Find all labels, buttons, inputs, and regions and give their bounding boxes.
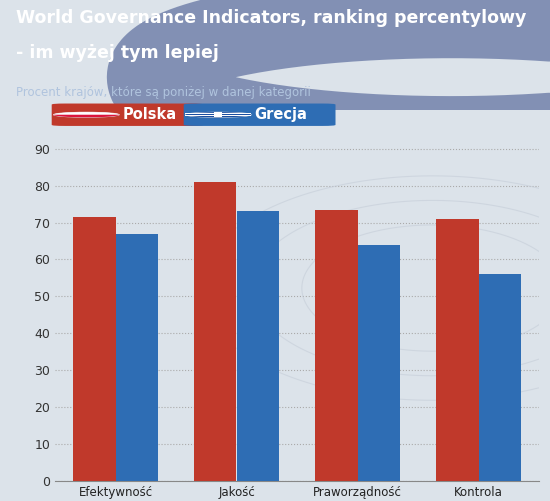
Bar — [436, 219, 478, 481]
Text: Polska: Polska — [123, 107, 177, 122]
Text: Procent krajów, które są poniżej w danej kategorii: Procent krajów, które są poniżej w danej… — [16, 86, 311, 99]
Bar — [185, 113, 251, 114]
Wedge shape — [53, 115, 119, 117]
Bar — [73, 217, 116, 481]
Bar — [214, 112, 222, 117]
Text: World Governance Indicators, ranking percentylowy: World Governance Indicators, ranking per… — [16, 9, 527, 27]
Bar — [315, 209, 358, 481]
Bar — [236, 211, 279, 481]
Text: - im wyżej tym lepiej: - im wyżej tym lepiej — [16, 44, 219, 62]
Bar — [194, 182, 236, 481]
Bar — [116, 233, 158, 481]
Wedge shape — [53, 112, 119, 115]
Bar — [358, 244, 400, 481]
Circle shape — [53, 112, 119, 117]
Bar — [185, 115, 251, 116]
Bar — [478, 274, 521, 481]
Circle shape — [185, 112, 251, 117]
FancyBboxPatch shape — [52, 104, 204, 126]
Circle shape — [185, 112, 251, 117]
Text: Grecja: Grecja — [255, 107, 307, 122]
FancyBboxPatch shape — [184, 104, 336, 126]
